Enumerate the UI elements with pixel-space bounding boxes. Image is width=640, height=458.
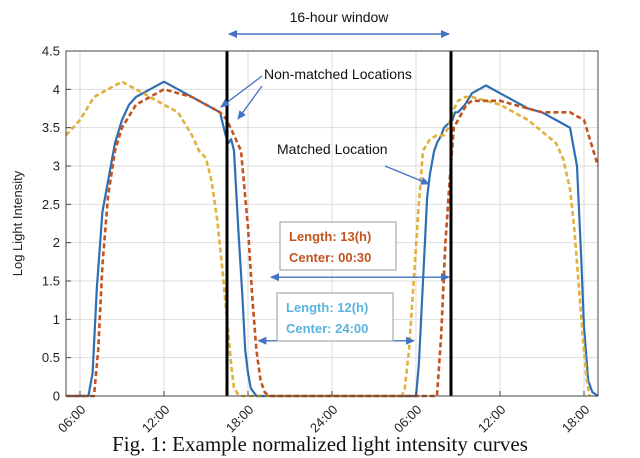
x-tick-label: 06:00 [55,402,89,436]
y-tick-label: 4 [53,82,60,97]
series-line-3 [66,88,600,398]
length13-length-text: Length: 13(h) [289,229,371,244]
nonmatched-label: Non-matched Locations [264,66,412,82]
y-tick-label: 2 [53,235,60,250]
x-tick-label: 06:00 [391,402,425,436]
length13-center-text: Center: 00:30 [289,250,371,265]
y-tick-label: 1 [53,312,60,327]
y-axis-label: Log Light Intensity [10,170,25,276]
y-tick-label: 1.5 [42,274,60,289]
y-tick-label: 2.5 [42,197,60,212]
length12-box [276,292,394,342]
nonmatched-pointer-2 [237,85,263,120]
window-boundaries [225,51,453,396]
y-tick-label: 0.5 [42,350,60,365]
x-tick-label: 24:00 [307,402,341,436]
x-tick-label: 18:00 [559,402,593,436]
x-tick-label: 12:00 [475,402,509,436]
y-tick-label: 4.5 [42,44,60,59]
y-tick-label: 0 [53,389,60,404]
length12-center-text: Center: 24:00 [286,321,368,336]
x-tick-label: 18:00 [223,402,257,436]
figure-caption: Fig. 1: Example normalized light intensi… [112,432,528,456]
y-tick-label: 3.5 [42,120,60,135]
matched-label: Matched Location [277,141,388,157]
annotations: 16-hour window Non-matched Locations Match… [220,9,450,345]
length13-box [279,221,397,271]
x-tick-label: 12:00 [139,402,173,436]
window-label: 16-hour window [290,9,390,25]
nonmatched-pointer-1 [220,75,263,108]
matched-pointer [384,165,430,185]
y-tick-label: 3 [53,159,60,174]
length12-length-text: Length: 12(h) [286,300,368,315]
